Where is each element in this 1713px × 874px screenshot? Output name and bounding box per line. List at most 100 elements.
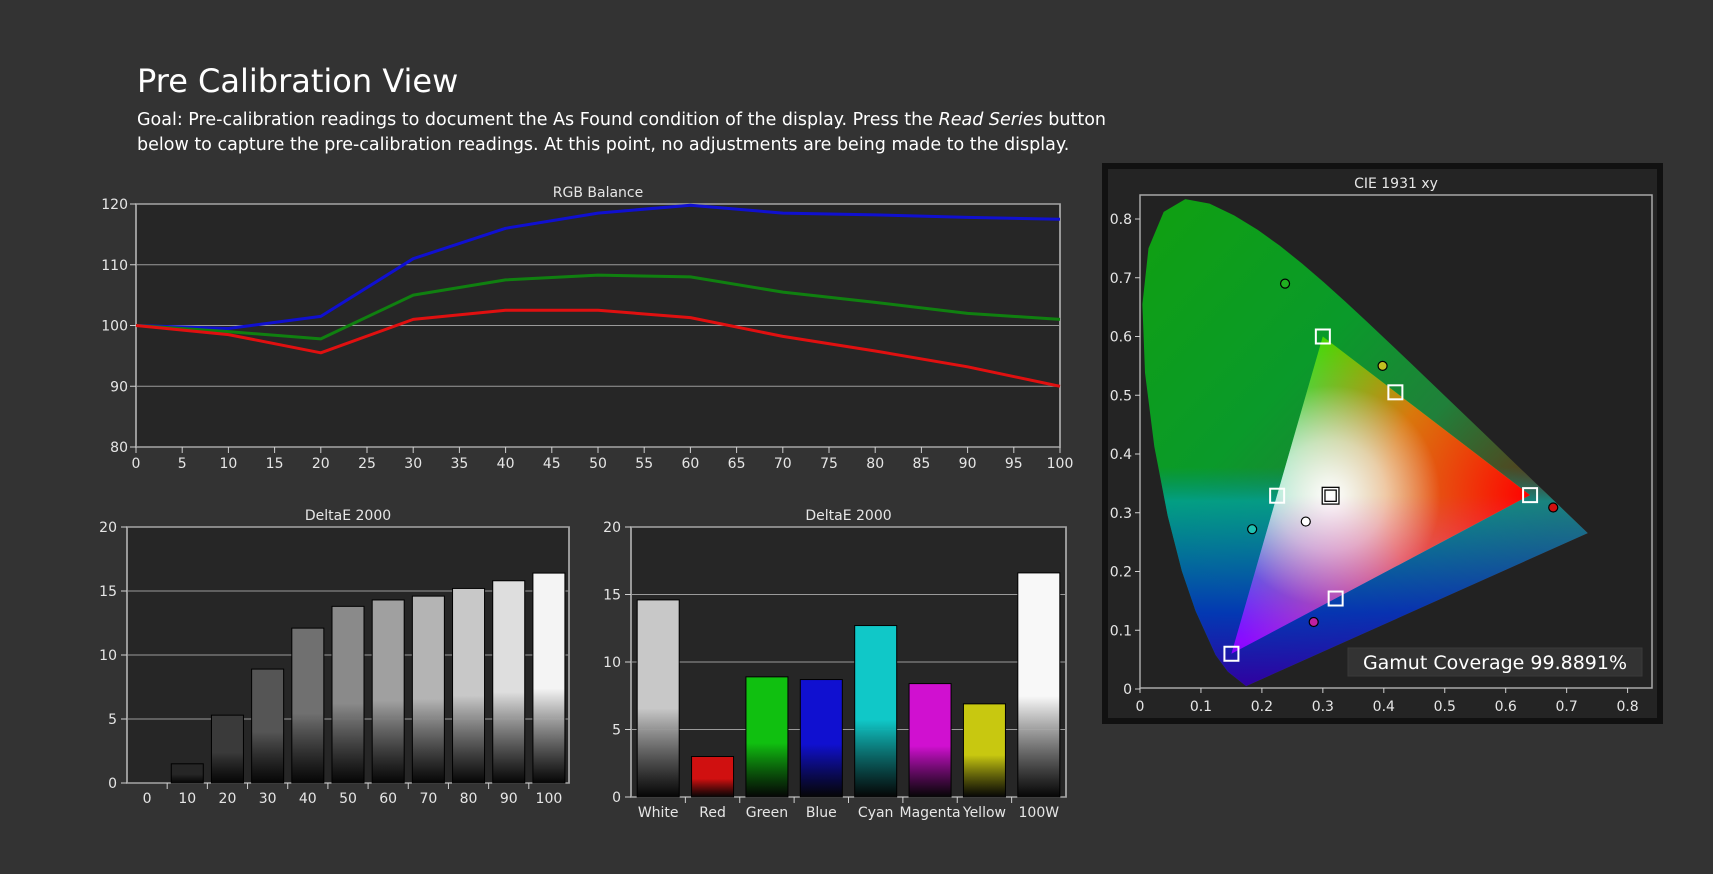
rgb-xtick-label: 100 xyxy=(1047,456,1074,472)
cie-xtick-label: 0.1 xyxy=(1190,699,1212,715)
grayscale-deltae-chart-title: DeltaE 2000 xyxy=(305,508,391,524)
cie-measured-magenta xyxy=(1308,616,1319,628)
grayscale-deltae-xtick-label: 50 xyxy=(339,791,357,807)
rgb-ytick-label: 120 xyxy=(101,197,128,213)
rgb-balance-chart: 80 90 100 110 120 0 5 10 15 20 25 30 35 40 45 50 55 60 65 7… xyxy=(101,185,1073,472)
color-deltae-xtick-label: Cyan xyxy=(858,805,894,821)
rgb-xtick-label: 90 xyxy=(959,456,977,472)
color-deltae-xtick-label: Magenta xyxy=(900,805,961,821)
color-deltae-bar-100w xyxy=(1017,572,1061,798)
grayscale-deltae-xtick-label: 80 xyxy=(460,791,478,807)
cie-ytick-label: 0.8 xyxy=(1110,212,1132,228)
grayscale-deltae-ytick-label: 0 xyxy=(108,776,117,792)
color-deltae-bar-yellow xyxy=(962,703,1006,798)
grayscale-deltae-xtick-label: 10 xyxy=(178,791,196,807)
rgb-chart-title: RGB Balance xyxy=(553,185,643,201)
grayscale-deltae-xtick-label: 70 xyxy=(419,791,437,807)
color-deltae-xtick-label: White xyxy=(638,805,679,821)
grayscale-deltae-bar-80 xyxy=(452,587,486,784)
grayscale-deltae-bar-40 xyxy=(291,627,325,784)
cie-ytick-label: 0.2 xyxy=(1110,565,1132,581)
rgb-xtick-label: 40 xyxy=(497,456,515,472)
cie-xtick-label: 0.8 xyxy=(1616,699,1638,715)
color-deltae-bar-blue xyxy=(799,679,843,798)
color-deltae-ytick-label: 15 xyxy=(603,588,621,604)
rgb-ytick-label: 110 xyxy=(101,258,128,274)
color-deltae-xtick-label: 100W xyxy=(1019,805,1060,821)
cie-ytick-label: 0.1 xyxy=(1110,623,1132,639)
cie-ytick-label: 0.5 xyxy=(1110,388,1132,404)
color-deltae-bar-red xyxy=(691,756,735,798)
cie-xtick-label: 0 xyxy=(1136,699,1145,715)
grayscale-deltae-bar-100 xyxy=(532,572,566,784)
cie-xtick-label: 0.5 xyxy=(1434,699,1456,715)
goal-description: Goal: Pre-calibration readings to docume… xyxy=(137,108,1147,158)
rgb-xtick-label: 20 xyxy=(312,456,330,472)
grayscale-deltae-xtick-label: 90 xyxy=(500,791,518,807)
grayscale-deltae-ytick-label: 20 xyxy=(99,520,117,536)
grayscale-deltae-xtick-label: 0 xyxy=(143,791,152,807)
cie-target-cyan xyxy=(1269,487,1286,504)
cie-target-yellow xyxy=(1387,384,1404,401)
cie-xtick-label: 0.4 xyxy=(1373,699,1395,715)
grayscale-deltae-ytick-label: 15 xyxy=(99,584,117,600)
goal-emphasis: Read Series xyxy=(938,110,1043,130)
color-deltae-chart: 0 5 10 15 20 White Red Green Blue Cyan Magenta Yell… xyxy=(603,508,1067,821)
cie-xtick-label: 0.7 xyxy=(1556,699,1578,715)
cie-xtick-label: 0.6 xyxy=(1495,699,1517,715)
rgb-xtick-label: 80 xyxy=(866,456,884,472)
grayscale-deltae-xtick-label: 40 xyxy=(299,791,317,807)
grayscale-deltae-bar-70 xyxy=(411,595,445,784)
color-deltae-xtick-label: Green xyxy=(746,805,788,821)
color-deltae-bar-cyan xyxy=(854,625,898,798)
color-deltae-xtick-label: Yellow xyxy=(962,805,1006,821)
rgb-ytick-label: 90 xyxy=(110,379,128,395)
cie-target-green xyxy=(1314,328,1331,345)
grayscale-deltae-bar-30 xyxy=(251,668,285,784)
rgb-xtick-label: 5 xyxy=(178,456,187,472)
cie-target-red xyxy=(1522,487,1539,504)
rgb-xtick-label: 35 xyxy=(450,456,468,472)
grayscale-deltae-xtick-label: 30 xyxy=(259,791,277,807)
color-deltae-xtick-label: Blue xyxy=(806,805,837,821)
grayscale-deltae-ytick-label: 5 xyxy=(108,712,117,728)
cie-ytick-label: 0.3 xyxy=(1110,506,1132,522)
rgb-xtick-label: 75 xyxy=(820,456,838,472)
rgb-ytick-label: 80 xyxy=(110,440,128,456)
cie-chart-title: CIE 1931 xy xyxy=(1354,176,1438,192)
color-deltae-bar-white xyxy=(636,599,680,798)
grayscale-deltae-bar-20 xyxy=(210,714,244,784)
rgb-xtick-label: 15 xyxy=(266,456,284,472)
color-deltae-ytick-label: 0 xyxy=(612,790,621,806)
color-deltae-chart-title: DeltaE 2000 xyxy=(805,508,891,524)
cie-xtick-label: 0.2 xyxy=(1251,699,1273,715)
cie-chart: 0 0.1 0.2 0.3 0.4 0.5 0.6 0.7 0.8 0 0.1 0.2 0.3 0.4 0.… xyxy=(1102,163,1663,724)
grayscale-deltae-xtick-label: 60 xyxy=(379,791,397,807)
rgb-xtick-label: 25 xyxy=(358,456,376,472)
grayscale-deltae-xtick-label: 100 xyxy=(536,791,563,807)
rgb-series-line-1 xyxy=(135,273,1061,341)
rgb-series-line-0 xyxy=(135,203,1061,330)
rgb-xtick-label: 65 xyxy=(728,456,746,472)
rgb-xtick-label: 50 xyxy=(589,456,607,472)
cie-measured-cyan xyxy=(1247,524,1258,535)
cie-target-white-inner xyxy=(1322,487,1339,504)
rgb-xtick-label: 85 xyxy=(912,456,930,472)
color-deltae-ytick-label: 10 xyxy=(603,655,621,671)
color-deltae-bar-green xyxy=(745,676,789,798)
grayscale-deltae-bar-90 xyxy=(492,580,526,784)
rgb-xtick-label: 45 xyxy=(543,456,561,472)
cie-ytick-label: 0.7 xyxy=(1110,271,1132,287)
goal-text-1: Goal: Pre-calibration readings to docume… xyxy=(137,110,939,130)
cie-target-blue xyxy=(1223,645,1240,662)
cie-measured-red xyxy=(1548,502,1559,513)
rgb-ytick-label: 100 xyxy=(101,319,128,335)
color-deltae-ytick-label: 20 xyxy=(603,520,621,536)
cie-ytick-label: 0 xyxy=(1123,682,1132,698)
cie-ytick-label: 0.6 xyxy=(1110,330,1132,346)
grayscale-deltae-chart: 0 5 10 15 20 0 10 20 30 40 50 60 70 80 90 100 DeltaE 200… xyxy=(99,508,570,807)
color-deltae-ytick-label: 5 xyxy=(612,723,621,739)
grayscale-deltae-bar-10 xyxy=(170,763,204,784)
grayscale-deltae-bar-50 xyxy=(331,605,365,784)
